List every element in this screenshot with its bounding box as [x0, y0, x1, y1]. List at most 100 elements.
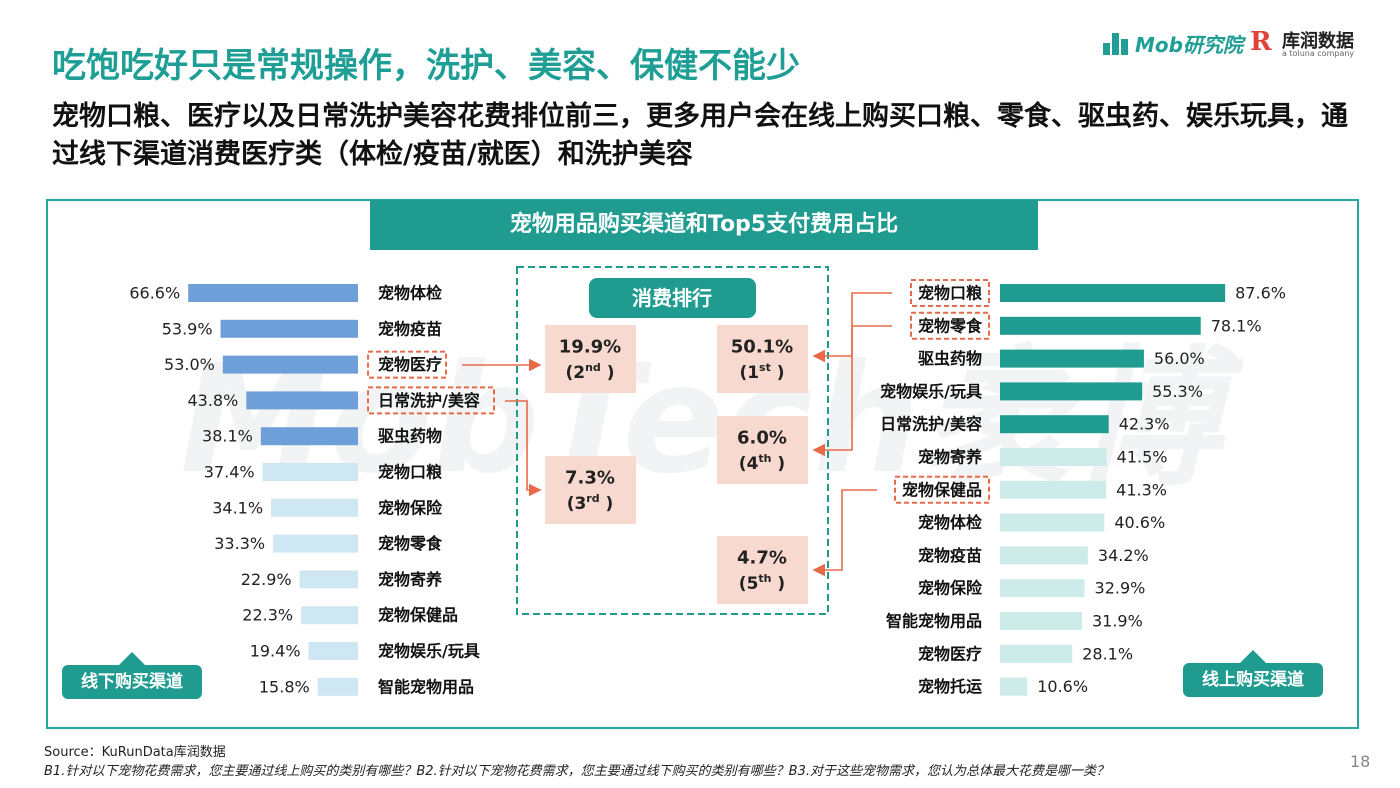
arrow-health-to-5th	[812, 489, 877, 577]
rank-label: (4th )	[739, 452, 785, 475]
online-value-label: 41.5%	[1117, 448, 1168, 467]
online-bar	[1000, 284, 1226, 302]
offline-category-label: 宠物医疗	[378, 355, 442, 374]
online-bar	[1000, 513, 1105, 532]
offline-bar	[262, 463, 358, 481]
offline-value-label: 22.9%	[241, 570, 292, 589]
online-value-label: 41.3%	[1116, 480, 1167, 499]
online-channel-label-box	[1183, 663, 1323, 697]
online-value-label: 78.1%	[1211, 316, 1262, 335]
offline-value-label: 66.6%	[129, 284, 180, 303]
online-value-label: 56.0%	[1154, 349, 1205, 368]
arrow-food-to-1st	[812, 292, 892, 363]
offline-bar	[246, 391, 358, 410]
online-category-label: 宠物保健品	[902, 480, 982, 499]
kurun-logo: R 库润数据 a toluna company	[1250, 27, 1370, 61]
online-value-label: 32.9%	[1095, 579, 1146, 598]
offline-value-label: 37.4%	[204, 463, 255, 482]
offline-bar	[188, 284, 358, 302]
online-value-label: 10.6%	[1037, 677, 1088, 696]
online-highlight-box	[910, 311, 990, 340]
offline-category-label: 宠物零食	[378, 534, 443, 553]
offline-value-label: 33.3%	[214, 534, 265, 553]
rank-label: (5th )	[739, 572, 785, 595]
offline-value-label: 43.8%	[187, 391, 238, 410]
kurun-logo-text: 库润数据	[1282, 31, 1354, 52]
rank-label: (2nd )	[565, 361, 614, 384]
ranking-header-box	[589, 278, 756, 318]
online-highlight-box	[910, 279, 990, 307]
online-bar	[1000, 644, 1073, 663]
rank-box	[717, 536, 808, 604]
online-category-label: 宠物托运	[918, 677, 982, 696]
online-category-label: 宠物体检	[918, 513, 982, 532]
kurun-logo-subtext: a toluna company	[1282, 49, 1355, 58]
offline-category-label: 宠物娱乐/玩具	[378, 642, 480, 661]
rank-box	[545, 325, 636, 393]
online-value-label: 28.1%	[1082, 644, 1133, 663]
online-bar	[1000, 612, 1082, 630]
mob-logo: Mob研究院	[1103, 27, 1243, 57]
offline-category-label: 宠物保险	[378, 498, 443, 517]
online-bar	[1000, 480, 1107, 499]
offline-bar	[271, 498, 358, 517]
online-category-label: 宠物疫苗	[918, 546, 982, 565]
offline-value-label: 34.1%	[212, 498, 263, 517]
ranking-panel-border	[516, 266, 829, 615]
offline-bar	[317, 677, 358, 696]
online-category-label: 宠物医疗	[918, 644, 982, 663]
mob-logo-text: Mob研究院	[1135, 33, 1243, 57]
offline-bar	[222, 355, 358, 374]
arrow-grooming-to-3rd	[505, 400, 542, 497]
online-value-label: 42.3%	[1119, 415, 1170, 434]
rank-label: (3rd )	[567, 492, 614, 515]
offline-category-label: 日常洗护/美容	[378, 391, 480, 410]
online-category-label: 驱虫药物	[918, 349, 982, 368]
online-value-label: 34.2%	[1098, 546, 1149, 565]
offline-value-label: 19.4%	[250, 642, 301, 661]
online-bar	[1000, 448, 1107, 466]
online-channel-label-text: 线上购买渠道	[1202, 669, 1304, 690]
offline-channel-label-pointer	[118, 652, 146, 666]
ranking-header-text: 消费排行	[632, 286, 712, 310]
kurun-logo-icon: R	[1250, 27, 1272, 57]
offline-bar	[273, 534, 358, 553]
rank-value: 19.9%	[559, 337, 621, 358]
online-category-label: 智能宠物用品	[886, 612, 982, 631]
offline-category-label: 智能宠物用品	[378, 677, 474, 696]
offline-category-label: 宠物疫苗	[378, 319, 442, 338]
online-bar	[1000, 316, 1201, 335]
online-channel-label-pointer	[1239, 650, 1267, 664]
rank-value: 50.1%	[731, 337, 793, 358]
offline-highlight-box	[367, 350, 447, 379]
page-subtitle: 宠物口粮、医疗以及日常洗护美容花费排位前三，更多用户会在线上购买口粮、零食、驱虫…	[52, 101, 1348, 170]
online-category-label: 宠物寄养	[918, 448, 983, 467]
online-category-label: 宠物口粮	[918, 284, 982, 303]
online-category-label: 宠物娱乐/玩具	[880, 382, 982, 401]
offline-bar	[220, 319, 358, 338]
rank-box	[545, 456, 636, 524]
offline-value-label: 22.3%	[242, 606, 293, 625]
online-category-label: 宠物保险	[918, 579, 983, 598]
offline-bar	[260, 427, 358, 446]
offline-channel-label-text: 线下购买渠道	[81, 671, 183, 692]
online-bar	[1000, 579, 1085, 598]
question-note: B1.针对以下宠物花费需求，您主要通过线上购买的类别有哪些？B2.针对以下宠物花…	[44, 764, 1109, 779]
rank-box	[717, 416, 808, 484]
online-bar	[1000, 677, 1028, 696]
online-value-label: 87.6%	[1235, 284, 1286, 303]
offline-highlight-box	[367, 386, 495, 415]
chart-title: 宠物用品购买渠道和Top5支付费用占比	[370, 200, 1038, 250]
online-category-label: 日常洗护/美容	[880, 415, 982, 434]
online-bar	[1000, 382, 1143, 401]
rank-label: (1st )	[739, 361, 784, 384]
online-bar	[1000, 415, 1109, 434]
arrow-snack-to-4th	[812, 325, 892, 457]
rank-value: 7.3%	[565, 468, 615, 489]
offline-value-label: 15.8%	[259, 677, 310, 696]
page-number: 18	[1350, 752, 1371, 771]
offline-value-label: 53.0%	[164, 355, 215, 374]
offline-category-label: 宠物口粮	[378, 463, 442, 482]
offline-bar	[301, 606, 358, 625]
